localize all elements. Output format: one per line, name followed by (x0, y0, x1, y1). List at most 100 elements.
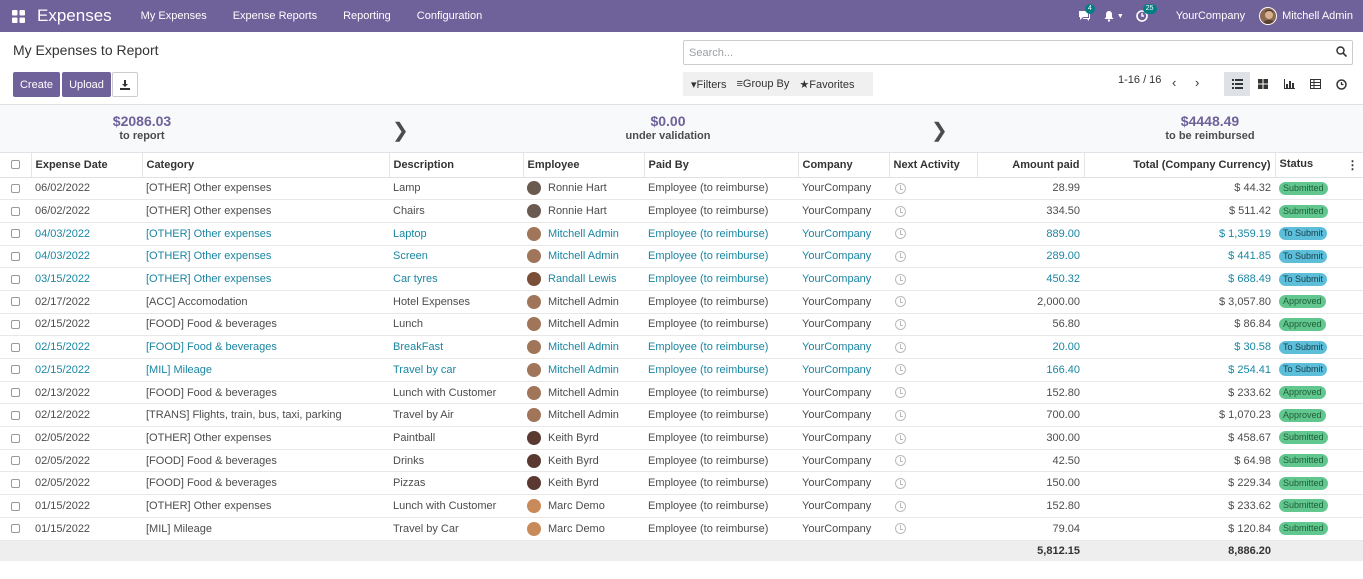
next-activity-cell[interactable] (889, 335, 977, 359)
next-activity-cell[interactable] (889, 245, 977, 269)
select-all-checkbox[interactable] (0, 153, 32, 178)
table-row[interactable]: 01/15/2022 [MIL] Mileage Travel by Car Marc… (0, 517, 1363, 541)
column-expense-date[interactable]: Expense Date (31, 153, 143, 178)
create-button[interactable]: Create (13, 72, 60, 97)
column-status[interactable]: Status ⋮ (1275, 153, 1363, 178)
row-checkbox[interactable] (0, 381, 31, 405)
pager-previous-icon[interactable]: ‹ (1172, 75, 1177, 90)
table-row[interactable]: 02/17/2022 [ACC] Accomodation Hotel Expens… (0, 290, 1363, 314)
clock-icon[interactable] (895, 319, 906, 331)
next-activity-cell[interactable] (889, 290, 977, 314)
row-checkbox[interactable] (0, 494, 31, 518)
column-company[interactable]: Company (798, 153, 890, 178)
clock-icon[interactable] (895, 432, 906, 444)
row-checkbox[interactable] (0, 177, 31, 201)
next-activity-cell[interactable] (889, 517, 977, 541)
user-menu[interactable]: Mitchell Admin (1259, 7, 1353, 25)
table-row[interactable]: 06/02/2022 [OTHER] Other expenses Lamp Ronn… (0, 177, 1363, 201)
menu-expense-reports[interactable]: Expense Reports (232, 10, 318, 22)
column-category[interactable]: Category (142, 153, 390, 178)
clock-icon[interactable] (895, 228, 906, 240)
activities-button[interactable]: 25 (1135, 4, 1157, 22)
column-description[interactable]: Description (389, 153, 524, 178)
column-employee[interactable]: Employee (523, 153, 645, 178)
clock-icon[interactable] (895, 251, 906, 262)
next-activity-cell[interactable] (889, 471, 977, 496)
clock-icon[interactable] (895, 477, 906, 489)
next-activity-cell[interactable] (889, 222, 977, 246)
app-brand[interactable]: Expenses (37, 6, 112, 25)
clock-icon[interactable] (895, 205, 906, 217)
favorites-button[interactable]: ★Favorites (799, 78, 854, 91)
table-row[interactable]: 02/15/2022 [FOOD] Food & beverages BreakFa… (0, 335, 1363, 359)
notifications-button[interactable]: ▼ (1103, 10, 1124, 22)
clock-icon[interactable] (895, 500, 906, 512)
clock-icon[interactable] (895, 182, 906, 194)
table-row[interactable]: 02/05/2022 [FOOD] Food & beverages Drinks K… (0, 449, 1363, 473)
clock-icon[interactable] (895, 387, 906, 399)
column-amount-paid[interactable]: Amount paid (977, 153, 1085, 178)
search-input[interactable]: Search... (689, 46, 734, 59)
app-switcher-icon[interactable] (0, 0, 37, 32)
next-activity-cell[interactable] (889, 267, 977, 291)
row-checkbox[interactable] (0, 199, 31, 223)
row-checkbox[interactable] (0, 290, 31, 314)
menu-my-expenses[interactable]: My Expenses (140, 10, 207, 22)
row-checkbox[interactable] (0, 358, 31, 382)
row-checkbox[interactable] (0, 471, 31, 496)
clock-icon[interactable] (895, 341, 906, 353)
under-validation-summary[interactable]: $0.00 under validation (598, 113, 738, 142)
messages-button[interactable]: 4 (1078, 4, 1095, 22)
table-row[interactable]: 02/13/2022 [FOOD] Food & beverages Lunch w… (0, 381, 1363, 405)
row-checkbox[interactable] (0, 245, 31, 269)
column-options-icon[interactable]: ⋮ (1346, 157, 1359, 172)
table-row[interactable]: 06/02/2022 [OTHER] Other expenses Chairs Ro… (0, 199, 1363, 223)
table-row[interactable]: 04/03/2022 [OTHER] Other expenses Screen Mi… (0, 245, 1363, 269)
table-row[interactable]: 02/15/2022 [FOOD] Food & beverages Lunch Mi… (0, 313, 1363, 337)
row-checkbox[interactable] (0, 267, 31, 291)
filters-button[interactable]: ▾Filters (691, 78, 726, 91)
table-row[interactable]: 02/15/2022 [MIL] Mileage Travel by car Mitc… (0, 358, 1363, 382)
next-activity-cell[interactable] (889, 199, 977, 223)
next-activity-cell[interactable] (889, 403, 977, 428)
company-switcher[interactable]: YourCompany (1175, 10, 1246, 22)
list-view-button[interactable] (1224, 72, 1250, 96)
row-checkbox[interactable] (0, 313, 31, 337)
graph-view-button[interactable] (1276, 72, 1302, 96)
column-next-activity[interactable]: Next Activity (889, 153, 978, 178)
table-row[interactable]: 01/15/2022 [OTHER] Other expenses Lunch wi… (0, 494, 1363, 518)
row-checkbox[interactable] (0, 449, 31, 473)
menu-reporting[interactable]: Reporting (343, 10, 391, 22)
kanban-view-button[interactable] (1250, 72, 1276, 96)
row-checkbox[interactable] (0, 222, 31, 246)
next-activity-cell[interactable] (889, 177, 977, 201)
group-by-button[interactable]: ≡Group By (736, 78, 789, 90)
activity-view-button[interactable] (1328, 72, 1354, 96)
search-bar[interactable]: Search... (683, 40, 1353, 65)
column-paid-by[interactable]: Paid By (644, 153, 799, 178)
next-activity-cell[interactable] (889, 494, 977, 518)
row-checkbox[interactable] (0, 403, 31, 428)
next-activity-cell[interactable] (889, 381, 977, 405)
search-icon[interactable] (1336, 46, 1347, 57)
row-checkbox[interactable] (0, 426, 31, 450)
download-button[interactable] (112, 72, 138, 97)
row-checkbox[interactable] (0, 335, 31, 359)
next-activity-cell[interactable] (889, 358, 977, 382)
table-row[interactable]: 02/05/2022 [FOOD] Food & beverages Pizzas K… (0, 471, 1363, 496)
row-checkbox[interactable] (0, 517, 31, 541)
clock-icon[interactable] (895, 364, 906, 376)
to-report-summary[interactable]: $2086.03 to report (82, 113, 202, 142)
table-row[interactable]: 03/15/2022 [OTHER] Other expenses Car tyre… (0, 267, 1363, 291)
next-activity-cell[interactable] (889, 449, 977, 473)
menu-configuration[interactable]: Configuration (416, 10, 483, 22)
clock-icon[interactable] (895, 523, 906, 535)
pager-value[interactable]: 1-16 / 16 (1118, 74, 1162, 86)
table-row[interactable]: 02/12/2022 [TRANS] Flights, train, bus, t… (0, 403, 1363, 428)
to-be-reimbursed-summary[interactable]: $4448.49 to be reimbursed (1140, 113, 1280, 142)
table-row[interactable]: 02/05/2022 [OTHER] Other expenses Paintbal… (0, 426, 1363, 450)
next-activity-cell[interactable] (889, 313, 977, 337)
clock-icon[interactable] (895, 296, 906, 308)
next-activity-cell[interactable] (889, 426, 977, 450)
column-total[interactable]: Total (Company Currency) (1084, 153, 1276, 178)
